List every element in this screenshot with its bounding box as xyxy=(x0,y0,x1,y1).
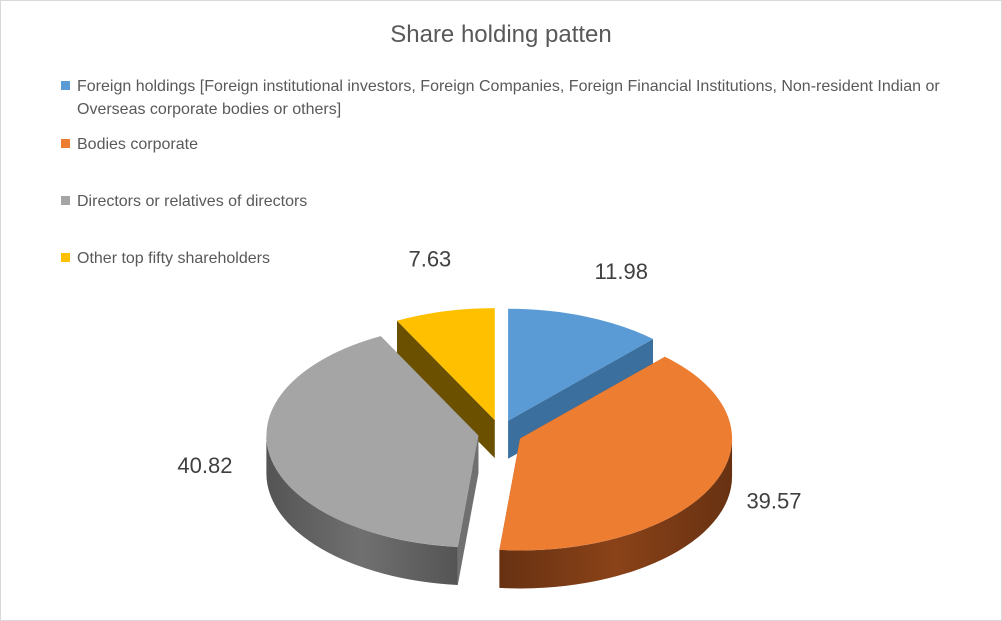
legend-item-other-top-fifty: Other top fifty shareholders xyxy=(61,247,962,270)
legend-item-bodies-corporate: Bodies corporate xyxy=(61,133,962,156)
data-label-bodies-corporate: 39.57 xyxy=(746,489,801,514)
legend-label: Foreign holdings [Foreign institutional … xyxy=(77,78,940,118)
slice-directors-side-shade xyxy=(266,435,458,585)
chart-title: Share holding patten xyxy=(390,21,612,48)
legend-item-directors: Directors or relatives of directors xyxy=(61,190,962,213)
slice-other-top-fifty-wall-0 xyxy=(396,320,495,459)
slice-bodies-corporate-top xyxy=(499,356,733,551)
legend-swatch xyxy=(61,81,70,90)
slice-bodies-corporate-side-shade xyxy=(499,438,733,589)
data-label-foreign-holdings: 11.98 xyxy=(595,259,648,284)
slice-foreign-holdings-top xyxy=(508,308,654,421)
legend-label: Other top fifty shareholders xyxy=(77,250,270,267)
legend-label: Directors or relatives of directors xyxy=(77,193,308,210)
slice-directors-wall-0 xyxy=(457,435,479,585)
slice-directors xyxy=(266,336,479,585)
slice-other-top-fifty xyxy=(396,308,495,459)
slice-directors-top xyxy=(266,336,479,547)
legend-swatch xyxy=(61,196,70,205)
legend-item-foreign-holdings: Foreign holdings [Foreign institutional … xyxy=(61,75,962,121)
data-label-directors: 40.82 xyxy=(177,453,232,478)
legend-swatch xyxy=(61,253,70,262)
legend-label: Bodies corporate xyxy=(77,136,198,153)
data-label-other-top-fifty: 7.63 xyxy=(408,246,451,271)
legend-swatch xyxy=(61,139,70,148)
slice-other-top-fifty-top xyxy=(396,308,495,421)
slice-bodies-corporate xyxy=(499,356,733,589)
